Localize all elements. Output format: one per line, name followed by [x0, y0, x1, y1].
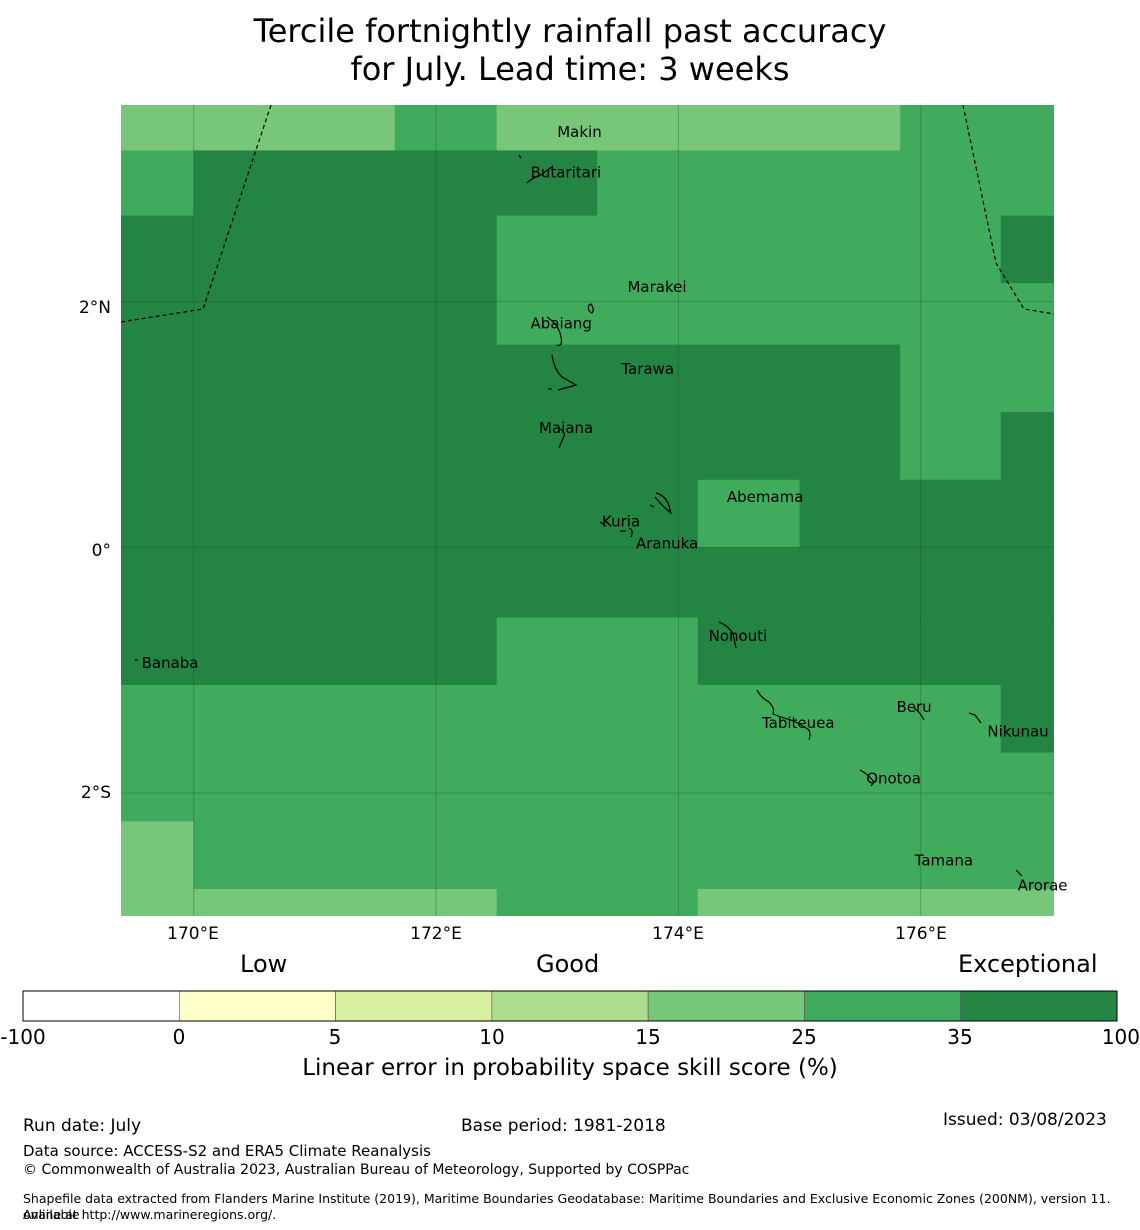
colorbar-segment — [647, 990, 805, 1022]
eez-boundary-west — [121, 105, 272, 323]
skill-cell — [1000, 412, 1054, 480]
place-label: Abaiang — [531, 315, 592, 333]
issued-date: Issued: 03/08/2023 — [943, 1110, 1107, 1130]
island-outline — [518, 154, 522, 159]
colorbar-segment — [22, 990, 180, 1022]
place-label: Tabiteuea — [761, 714, 835, 732]
shapefile-credit-line2: online at http://www.marineregions.org/. — [23, 1207, 277, 1222]
colorbar-tick: -100 — [0, 1025, 46, 1049]
map-title: Tercile fortnightly rainfall past accura… — [253, 12, 887, 50]
y-tick-label: 2°N — [78, 298, 111, 318]
colorbar-segment — [178, 990, 336, 1022]
colorbar-tick: 0 — [172, 1025, 186, 1049]
legend-category-low: Low — [240, 950, 288, 978]
run-date: Run date: July — [23, 1116, 142, 1136]
copyright: © Commonwealth of Australia 2023, Austra… — [23, 1162, 690, 1178]
colorbar-tick: 35 — [947, 1025, 973, 1049]
colorbar-border — [22, 990, 1118, 1022]
place-label: Abemama — [727, 488, 804, 506]
skill-cell — [496, 105, 901, 151]
colorbar-label: Linear error in probability space skill … — [302, 1055, 838, 1081]
place-label: Marakei — [627, 278, 686, 296]
base-period: Base period: 1981-2018 — [461, 1116, 666, 1136]
skill-cell — [1000, 684, 1054, 753]
island-outline — [546, 316, 563, 346]
eez-boundary-east — [962, 105, 1054, 315]
colorbar-tick: 100 — [1101, 1025, 1140, 1049]
island-outline — [587, 303, 594, 314]
colorbar-segment — [335, 990, 493, 1022]
island-outline — [649, 504, 655, 508]
island-outline — [654, 492, 673, 515]
y-tick-label: 0° — [91, 541, 111, 561]
place-label: Arorae — [1018, 876, 1068, 894]
place-label: Beru — [896, 698, 931, 716]
island-outline — [756, 689, 811, 741]
x-tick-label: 174°E — [652, 924, 704, 944]
place-label: Tarawa — [620, 360, 674, 378]
place-label: Kuria — [602, 513, 640, 531]
colorbar-segment — [960, 990, 1118, 1022]
place-label: Aranuka — [636, 535, 698, 553]
skill-cell — [121, 105, 395, 151]
legend-category-exceptional: Exceptional — [958, 950, 1098, 978]
x-tick-label: 172°E — [410, 924, 462, 944]
y-tick-label: 2°S — [80, 783, 111, 803]
colorbar-segment — [804, 990, 962, 1022]
skill-cell — [697, 617, 1054, 685]
island-outline — [1015, 869, 1023, 877]
x-tick-label: 176°E — [895, 924, 947, 944]
island-outline — [620, 527, 633, 538]
island-outline — [913, 707, 925, 721]
island-outline — [551, 354, 578, 391]
skill-cell — [697, 479, 800, 548]
place-label: Butaritari — [531, 164, 602, 182]
skill-cell — [900, 479, 1054, 618]
island-outline — [557, 427, 565, 449]
place-label: Tamana — [914, 852, 973, 870]
place-label: Makin — [557, 123, 602, 141]
island-outline — [599, 521, 607, 527]
island-outline — [718, 621, 737, 649]
colorbar-tick: 10 — [479, 1025, 505, 1049]
skill-cell — [1000, 215, 1054, 284]
skill-cell — [193, 888, 497, 916]
shapefile-credit-line1: Shapefile data extracted from Flanders M… — [23, 1191, 1111, 1222]
island-outline — [859, 769, 875, 787]
data-source: Data source: ACCESS-S2 and ERA5 Climate … — [23, 1142, 431, 1160]
colorbar-tick: 5 — [328, 1025, 342, 1049]
place-label: Nikunau — [987, 723, 1048, 741]
legend-category-good: Good — [536, 950, 600, 978]
skill-cell — [121, 821, 194, 916]
colorbar-segment — [491, 990, 649, 1022]
place-label: Nonouti — [709, 627, 768, 645]
skill-map: Makin Butaritari Marakei Abaiang Tarawa Maian… — [121, 105, 1068, 916]
colorbar-tick: 25 — [791, 1025, 817, 1049]
colorbar-tick: 15 — [635, 1025, 661, 1049]
place-label: Maiana — [539, 419, 593, 437]
skill-cell — [193, 150, 598, 216]
island-outline — [526, 165, 554, 184]
island-outline — [968, 712, 982, 724]
place-label: Onotoa — [866, 769, 921, 787]
skill-cell — [121, 215, 497, 685]
map-subtitle: for July. Lead time: 3 weeks — [350, 50, 790, 88]
x-tick-label: 170°E — [167, 924, 219, 944]
place-label: Banaba — [142, 654, 199, 672]
skill-cell — [697, 888, 1054, 916]
